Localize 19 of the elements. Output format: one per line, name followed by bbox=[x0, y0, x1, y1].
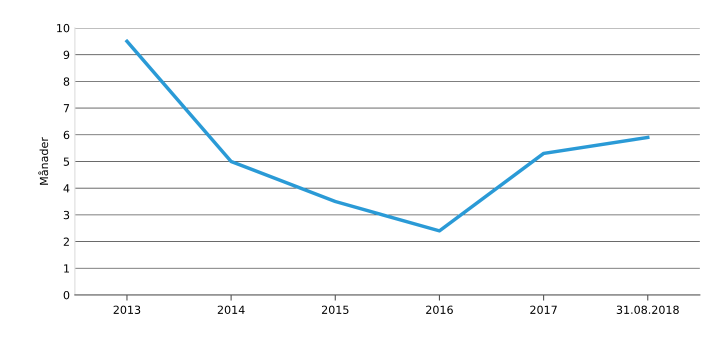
y-tick-label: 1 bbox=[64, 264, 69, 272]
line-series bbox=[125, 40, 650, 233]
x-tick-label: 31.08.2018 bbox=[616, 306, 679, 314]
y-tick-label: 6 bbox=[64, 130, 70, 140]
y-tick-label: 2 bbox=[64, 238, 69, 246]
y-tick-label: 8 bbox=[64, 77, 70, 86]
x-tick-label: 2016 bbox=[426, 306, 453, 314]
x-tick-label: 2017 bbox=[530, 306, 557, 314]
y-tick-label: 7 bbox=[64, 104, 70, 112]
x-tick-label: 2015 bbox=[322, 306, 348, 314]
y-tick-label: 9 bbox=[64, 50, 70, 60]
x-tick-label: 2014 bbox=[218, 306, 245, 314]
y-tick-label: 5 bbox=[64, 158, 70, 166]
y-tick-label: 0 bbox=[64, 290, 70, 300]
x-tick-label: 2013 bbox=[114, 306, 140, 314]
y-tick-label: 3 bbox=[64, 210, 70, 220]
y-tick-label: 10 bbox=[57, 24, 70, 32]
y-axis-title: Månader bbox=[38, 137, 48, 185]
y-tick-label: 4 bbox=[63, 184, 70, 192]
